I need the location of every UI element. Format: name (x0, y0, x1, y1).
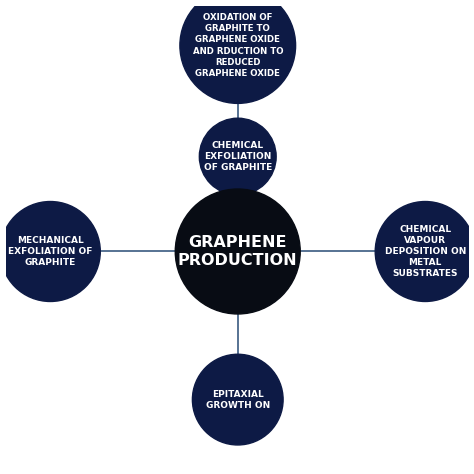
Text: MECHANICAL
EXFOLIATION OF
GRAPHITE: MECHANICAL EXFOLIATION OF GRAPHITE (8, 236, 92, 267)
Circle shape (192, 354, 283, 445)
Text: EPITAXIAL
GROWTH ON: EPITAXIAL GROWTH ON (206, 390, 270, 410)
Text: OXIDATION OF
GRAPHITE TO
GRAPHENE OXIDE
AND RDUCTION TO
REDUCED
GRAPHENE OXIDE: OXIDATION OF GRAPHITE TO GRAPHENE OXIDE … (192, 13, 283, 78)
Text: CHEMICAL
VAPOUR
DEPOSITION ON
METAL
SUBSTRATES: CHEMICAL VAPOUR DEPOSITION ON METAL SUBS… (384, 225, 466, 278)
Circle shape (375, 201, 474, 301)
Text: GRAPHENE
PRODUCTION: GRAPHENE PRODUCTION (178, 235, 298, 268)
Text: CHEMICAL
EXFOLIATION
OF GRAPHITE: CHEMICAL EXFOLIATION OF GRAPHITE (204, 141, 272, 172)
Circle shape (180, 0, 296, 103)
Circle shape (0, 201, 100, 301)
Circle shape (175, 189, 300, 314)
Circle shape (200, 118, 276, 195)
